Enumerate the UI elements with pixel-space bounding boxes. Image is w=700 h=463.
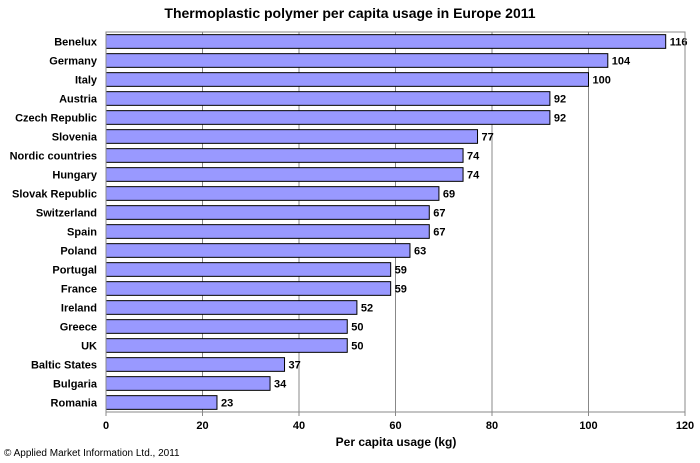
category-label: Hungary xyxy=(52,170,98,182)
bar-italy xyxy=(105,72,589,87)
category-label: Italy xyxy=(75,75,98,87)
copyright-notice: © Applied Market Information Ltd., 2011 xyxy=(4,448,180,459)
x-tick-label: 60 xyxy=(389,420,401,432)
value-label: 116 xyxy=(670,37,688,49)
category-labels: Benelux Germany Italy Austria Czech Republic… xyxy=(10,37,98,410)
value-label: 52 xyxy=(361,303,373,315)
value-label: 59 xyxy=(395,284,407,296)
value-label: 59 xyxy=(395,265,407,277)
x-tick-label: 100 xyxy=(579,420,597,432)
value-label: 50 xyxy=(351,322,363,334)
value-label: 63 xyxy=(414,246,426,258)
category-label: Poland xyxy=(60,246,97,258)
bar-benelux xyxy=(105,34,667,49)
x-tick-label: 80 xyxy=(486,420,498,432)
x-tick-labels: 0 20 40 60 80 100 120 xyxy=(103,420,694,432)
x-tick-label: 20 xyxy=(196,420,208,432)
bar-germany xyxy=(105,53,609,68)
category-label: UK xyxy=(81,341,97,353)
category-label: France xyxy=(61,284,97,296)
bar-czech-republic xyxy=(105,110,551,125)
value-label: 92 xyxy=(554,94,566,106)
category-label: Bulgaria xyxy=(53,379,98,391)
bar-ireland xyxy=(105,300,358,315)
value-labels: 1161041009292777474696767635959525050373… xyxy=(221,37,687,410)
bar-nordic-countries xyxy=(105,148,464,163)
value-label: 74 xyxy=(467,170,480,182)
value-label: 100 xyxy=(593,75,611,87)
bar-hungary xyxy=(105,167,464,182)
bar-uk xyxy=(105,338,348,353)
bar-slovenia xyxy=(105,129,479,144)
category-label: Benelux xyxy=(54,37,98,49)
value-label: 50 xyxy=(351,341,363,353)
value-label: 69 xyxy=(443,189,455,201)
bar-portugal xyxy=(105,262,392,277)
x-axis-label: Per capita usage (kg) xyxy=(336,435,457,449)
value-label: 92 xyxy=(554,113,566,125)
x-tick-label: 40 xyxy=(293,420,305,432)
bar-spain xyxy=(105,224,430,239)
bar-slovak-republic xyxy=(105,186,440,201)
bar-france xyxy=(105,281,392,296)
category-label: Portugal xyxy=(52,265,97,277)
value-label: 104 xyxy=(612,56,631,68)
category-label: Ireland xyxy=(61,303,97,315)
category-label: Baltic States xyxy=(31,360,97,372)
value-label: 23 xyxy=(221,398,233,410)
category-label: Slovenia xyxy=(52,132,98,144)
value-label: 74 xyxy=(467,151,480,163)
x-tick-label: 120 xyxy=(676,420,694,432)
category-label: Nordic countries xyxy=(10,151,97,163)
chart-title: Thermoplastic polymer per capita usage i… xyxy=(164,5,535,21)
bar-greece xyxy=(105,319,348,334)
bar-austria xyxy=(105,91,551,106)
bar-poland xyxy=(105,243,411,258)
category-label: Switzerland xyxy=(36,208,97,220)
bar-switzerland xyxy=(105,205,430,220)
bar-baltic-states xyxy=(105,357,286,372)
plot-area-frame xyxy=(105,31,686,413)
bar-bulgaria xyxy=(105,376,271,391)
category-label: Romania xyxy=(51,398,98,410)
value-label: 37 xyxy=(289,360,301,372)
category-label: Germany xyxy=(49,56,98,68)
category-label: Austria xyxy=(59,94,98,106)
value-label: 77 xyxy=(482,132,494,144)
x-tick-label: 0 xyxy=(103,420,109,432)
category-label: Greece xyxy=(60,322,97,334)
value-label: 67 xyxy=(433,208,445,220)
category-label: Slovak Republic xyxy=(12,189,97,201)
value-label: 67 xyxy=(433,227,445,239)
bars xyxy=(105,34,667,410)
category-label: Czech Republic xyxy=(15,113,97,125)
value-label: 34 xyxy=(274,379,287,391)
category-label: Spain xyxy=(67,227,97,239)
bar-romania xyxy=(105,395,218,410)
